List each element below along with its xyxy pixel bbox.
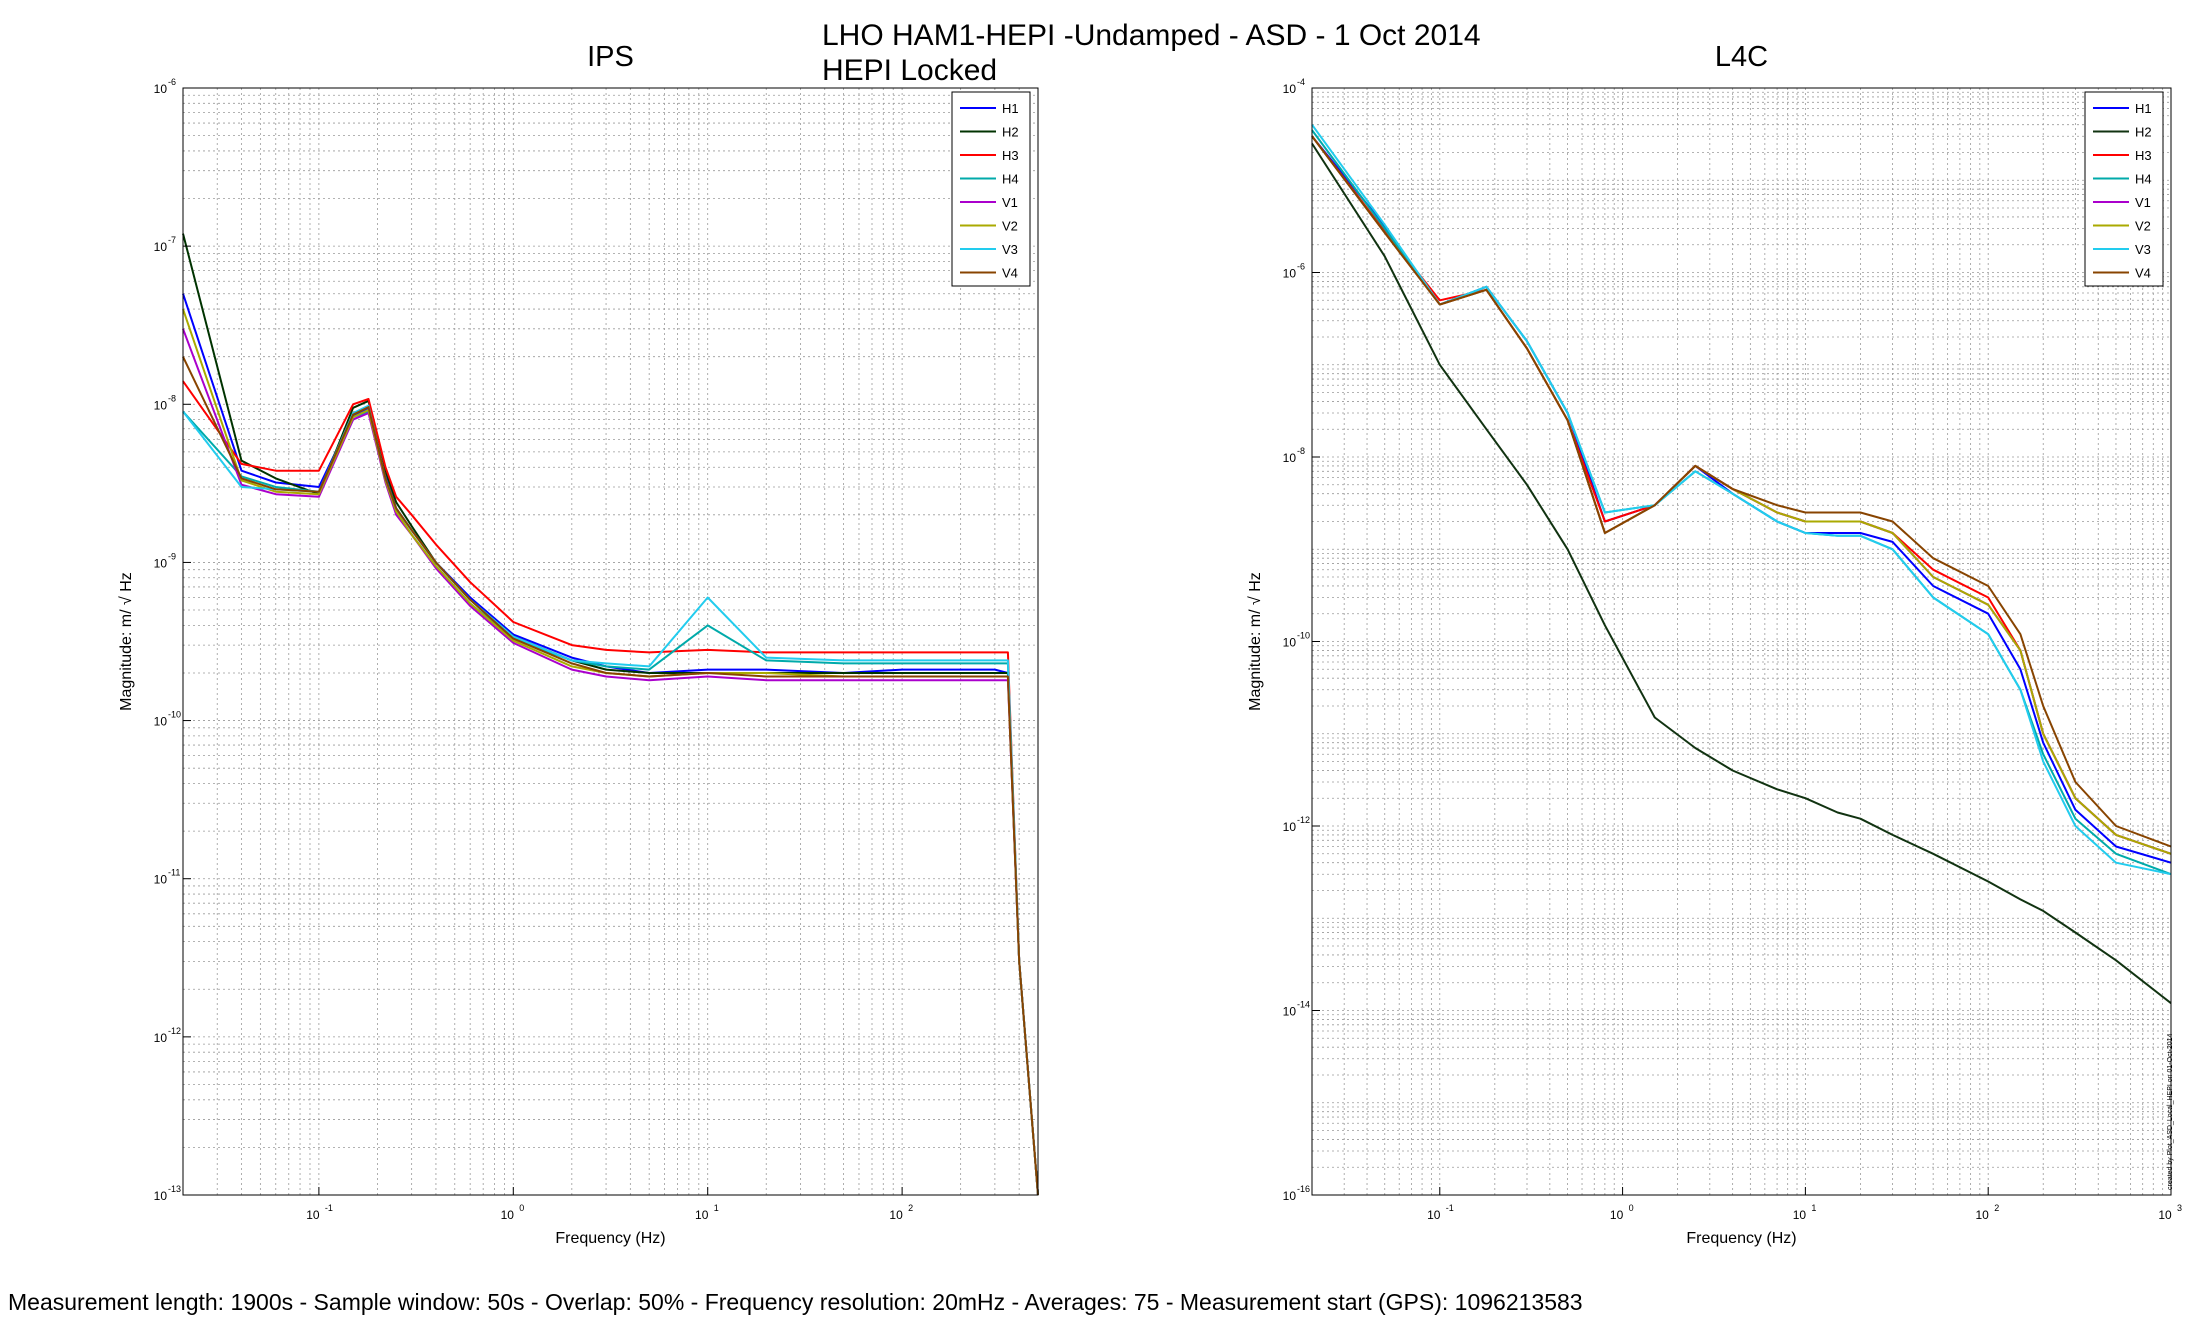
x-tick-label: 10 <box>1793 1208 1807 1222</box>
x-tick-exponent: 2 <box>1994 1203 1999 1213</box>
legend-label: V4 <box>1002 266 1018 281</box>
x-axis-label: Frequency (Hz) <box>555 1230 665 1247</box>
x-tick-exponent: 2 <box>908 1203 913 1213</box>
legend-label: H1 <box>1002 101 1019 116</box>
x-tick-exponent: 3 <box>2177 1203 2182 1213</box>
y-tick-exponent: -16 <box>1297 1184 1310 1194</box>
y-tick-exponent: -12 <box>168 1026 181 1036</box>
y-tick-label: 10 <box>154 1031 168 1045</box>
x-tick-exponent: 0 <box>1629 1203 1634 1213</box>
y-tick-label: 10 <box>1283 1005 1297 1019</box>
y-tick-exponent: -12 <box>1297 815 1310 825</box>
y-tick-exponent: -8 <box>1297 446 1305 456</box>
x-tick-label: 10 <box>2158 1208 2172 1222</box>
y-tick-exponent: -10 <box>168 710 181 720</box>
legend-label: V1 <box>2135 195 2151 210</box>
x-tick-label: 10 <box>1976 1208 1990 1222</box>
plot-area <box>183 88 1038 1195</box>
y-tick-exponent: -6 <box>168 77 176 87</box>
panel-title: IPS <box>587 41 634 73</box>
legend-label: H2 <box>1002 125 1019 140</box>
measurement-footer: Measurement length: 1900s - Sample windo… <box>8 1289 1583 1315</box>
legend-label: V1 <box>1002 195 1018 210</box>
y-tick-label: 10 <box>1283 820 1297 834</box>
y-tick-label: 10 <box>1283 267 1297 281</box>
figure-title-line1: LHO HAM1-HEPI -Undamped - ASD - 1 Oct 20… <box>822 19 1481 52</box>
legend-label: H4 <box>2135 172 2152 187</box>
y-tick-label: 10 <box>154 715 168 729</box>
legend-label: H3 <box>2135 148 2152 163</box>
axes-frame <box>182 87 1039 1196</box>
x-tick-label: 10 <box>306 1208 320 1222</box>
creator-note: created by Plot_ASD_Local_HEPI on 01-Oct… <box>2167 1033 2174 1190</box>
x-tick-label: 10 <box>1427 1208 1441 1222</box>
x-tick-labels: 10 -1 10 0 10 1 10 2 <box>306 1187 913 1222</box>
series-line-v1 <box>182 328 1039 1196</box>
x-tick-exponent: 1 <box>714 1203 719 1213</box>
legend-box <box>951 91 1031 287</box>
figure-title-line2: HEPI Locked <box>822 54 997 87</box>
y-tick-label: 10 <box>154 873 168 887</box>
y-tick-exponent: -9 <box>168 551 176 561</box>
y-axis-label: Magnitude: m/ √ Hz <box>118 572 135 711</box>
legend-box <box>2084 91 2164 287</box>
x-axis-label: Frequency (Hz) <box>1686 1230 1796 1247</box>
legend-label: H2 <box>2135 125 2152 140</box>
legend-label: V2 <box>2135 219 2151 234</box>
legend-label: V2 <box>1002 219 1018 234</box>
y-tick-exponent: -10 <box>1297 631 1310 641</box>
legend-label: H1 <box>2135 101 2152 116</box>
legend-label: V3 <box>2135 242 2151 257</box>
y-tick-label: 10 <box>154 556 168 570</box>
legend: H1 H2 H3 H4 V1 V2 V3 V4 <box>951 91 1031 287</box>
x-tick-label: 10 <box>695 1208 709 1222</box>
series-line-v4 <box>1311 135 2172 848</box>
series-line-v4 <box>182 356 1039 1196</box>
x-tick-exponent: 1 <box>1811 1203 1816 1213</box>
y-tick-label: 10 <box>1283 636 1297 650</box>
x-tick-exponent: 0 <box>519 1203 524 1213</box>
y-tick-label: 10 <box>1283 1189 1297 1203</box>
series-group <box>182 233 1039 1196</box>
series-line-v3 <box>1311 124 2172 876</box>
panel-title: L4C <box>1715 41 1768 73</box>
x-tick-exponent: -1 <box>325 1203 333 1213</box>
y-tick-label: 10 <box>1283 82 1297 96</box>
y-tick-exponent: -14 <box>1297 1000 1310 1010</box>
legend-label: V3 <box>1002 242 1018 257</box>
legend: H1 H2 H3 H4 V1 V2 V3 V4 <box>2084 91 2164 287</box>
series-line-h2 <box>1311 142 2172 1004</box>
y-tick-exponent: -6 <box>1297 262 1305 272</box>
series-group <box>1311 124 2172 1004</box>
x-tick-label: 10 <box>1610 1208 1624 1222</box>
y-axis-label: Magnitude: m/ √ Hz <box>1247 572 1264 711</box>
y-tick-exponent: -8 <box>168 393 176 403</box>
x-tick-labels: 10 -1 10 0 10 1 10 2 10 3 <box>1427 1187 2182 1222</box>
y-tick-label: 10 <box>154 398 168 412</box>
y-tick-exponent: -11 <box>168 868 180 878</box>
y-tick-exponent: -7 <box>168 235 176 245</box>
legend-label: V4 <box>2135 266 2151 281</box>
grid <box>1311 87 2172 1196</box>
x-tick-label: 10 <box>889 1208 903 1222</box>
y-tick-exponent: -13 <box>168 1184 181 1194</box>
series-line-v3 <box>182 404 1039 1196</box>
y-tick-label: 10 <box>154 1189 168 1203</box>
y-tick-label: 10 <box>154 82 168 96</box>
legend-label: H4 <box>1002 172 1019 187</box>
y-tick-exponent: -4 <box>1297 77 1305 87</box>
legend-label: H3 <box>1002 148 1019 163</box>
x-tick-label: 10 <box>501 1208 515 1222</box>
y-tick-label: 10 <box>154 240 168 254</box>
series-line-h3 <box>182 380 1039 1196</box>
x-tick-exponent: -1 <box>1446 1203 1454 1213</box>
y-tick-label: 10 <box>1283 451 1297 465</box>
